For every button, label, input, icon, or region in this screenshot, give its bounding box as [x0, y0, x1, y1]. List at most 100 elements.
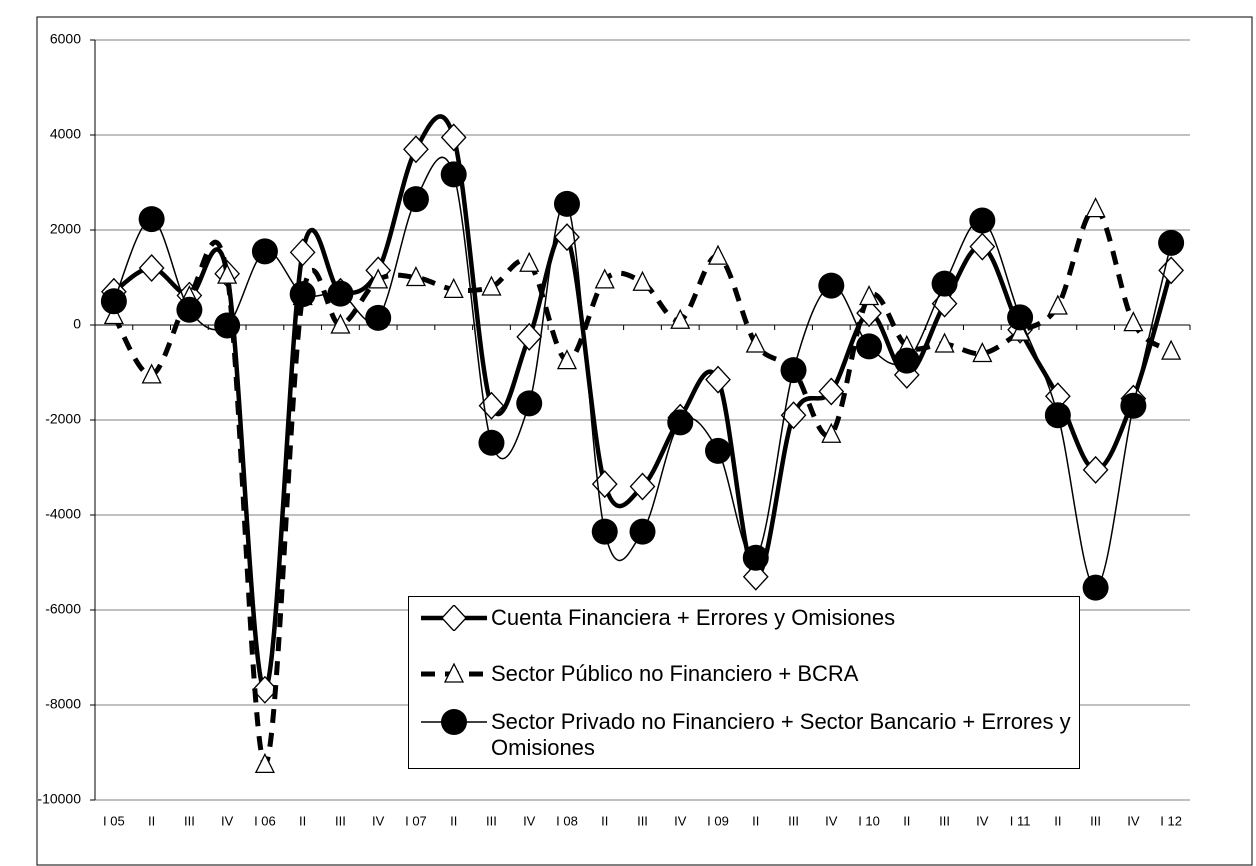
series: [100, 156, 1185, 601]
x-tick-label: III: [184, 813, 195, 828]
triangle-marker: [405, 266, 426, 287]
triangle-marker: [1085, 197, 1106, 218]
y-tick-label: -10000: [37, 791, 81, 807]
x-tick-label: I 10: [858, 813, 880, 828]
circle-marker: [553, 190, 580, 217]
triangle-marker: [368, 268, 389, 289]
circle-marker: [176, 296, 203, 323]
legend-label: Sector Privado no Financiero + Sector Ba…: [491, 709, 1071, 760]
x-tick-label: II: [752, 813, 759, 828]
triangle-marker: [443, 662, 465, 683]
x-tick-label: I 09: [707, 813, 729, 828]
triangle-marker: [745, 332, 766, 353]
triangle-marker: [972, 342, 993, 363]
x-tick-label: III: [486, 813, 497, 828]
legend-symbol: [421, 709, 487, 735]
x-tick-label: III: [637, 813, 648, 828]
x-tick-label: I 08: [556, 813, 578, 828]
diamond-marker: [403, 135, 429, 164]
x-tick-label: I 11: [1010, 813, 1031, 828]
triangle-marker: [103, 304, 124, 325]
legend-label: Cuenta Financiera + Errores y Omisiones: [491, 605, 896, 630]
circle-marker: [1120, 392, 1147, 419]
triangle-marker: [481, 275, 502, 296]
diamond-marker: [742, 562, 769, 591]
diamond-marker: [440, 123, 467, 152]
legend-entry: Sector Público no Financiero + BCRA: [419, 661, 1081, 687]
triangle-marker: [821, 422, 842, 443]
legend-label: Sector Público no Financiero + BCRA: [491, 661, 859, 686]
circle-marker: [100, 288, 127, 315]
series-line: [112, 114, 1174, 693]
x-tick-label: III: [939, 813, 950, 828]
circle-marker: [1158, 229, 1185, 256]
triangle-marker: [556, 349, 578, 370]
circle-marker: [1082, 574, 1109, 601]
series: [103, 197, 1182, 774]
diamond-marker: [252, 675, 278, 704]
y-tick-label: -6000: [45, 601, 81, 617]
x-tick-label: II: [299, 813, 306, 828]
diamond-marker: [138, 254, 165, 282]
x-tick-label: IV: [674, 813, 687, 828]
legend: Cuenta Financiera + Errores y Omisiones S…: [408, 596, 1080, 769]
y-tick-label: -8000: [45, 696, 81, 712]
y-tick-label: 4000: [50, 126, 81, 142]
x-tick-label: IV: [523, 813, 536, 828]
circle-marker: [969, 207, 996, 234]
circle-marker: [591, 518, 618, 545]
circle-marker: [478, 429, 505, 456]
diamond-marker: [705, 365, 731, 394]
diamond-marker: [818, 377, 845, 406]
diamond-marker: [969, 232, 996, 261]
x-tick-label: I 06: [254, 813, 276, 828]
triangle-marker: [141, 363, 162, 384]
circle-marker: [1007, 304, 1034, 331]
circle-marker: [742, 544, 769, 571]
series-line: [113, 156, 1172, 589]
triangle-marker: [519, 251, 540, 272]
diamond-marker: [441, 605, 467, 631]
chart-frame: [36, 16, 1253, 866]
circle-marker: [138, 206, 165, 233]
x-tick-label: II: [450, 813, 457, 828]
circle-marker: [931, 270, 958, 297]
circle-marker: [893, 347, 920, 374]
triangle-marker: [217, 263, 238, 284]
legend-entry: Cuenta Financiera + Errores y Omisiones: [419, 605, 1081, 631]
triangle-marker: [254, 752, 275, 774]
triangle-marker: [859, 285, 880, 306]
circle-marker: [440, 161, 467, 188]
triangle-marker: [1047, 294, 1068, 315]
circle-marker: [667, 409, 694, 436]
diamond-marker: [1082, 455, 1109, 484]
triangle-marker: [670, 308, 691, 329]
circle-marker: [365, 304, 392, 331]
circle-marker: [856, 333, 883, 360]
x-tick-label: III: [1090, 813, 1101, 828]
x-tick-label: IV: [1127, 813, 1140, 828]
x-tick-label: IV: [221, 813, 234, 828]
x-tick-label: IV: [976, 813, 989, 828]
triangle-marker: [707, 244, 729, 265]
triangle-marker: [934, 332, 955, 353]
legend-symbol: [421, 605, 487, 631]
circle-marker: [289, 281, 316, 308]
diamond-marker: [1158, 256, 1185, 285]
circle-marker: [251, 238, 278, 265]
y-tick-label: -2000: [45, 411, 81, 427]
x-tick-label: I 07: [405, 813, 427, 828]
triangle-marker: [1161, 339, 1182, 360]
y-tick-label: 0: [73, 316, 81, 332]
x-tick-label: I 05: [103, 813, 125, 828]
circle-marker: [818, 272, 845, 299]
x-tick-label: III: [335, 813, 346, 828]
triangle-marker: [594, 268, 615, 289]
diamond-marker: [629, 472, 656, 501]
x-tick-label: II: [1054, 813, 1061, 828]
y-tick-label: 2000: [50, 221, 81, 237]
x-tick-label: III: [788, 813, 799, 828]
x-tick-label: I 12: [1160, 813, 1182, 828]
